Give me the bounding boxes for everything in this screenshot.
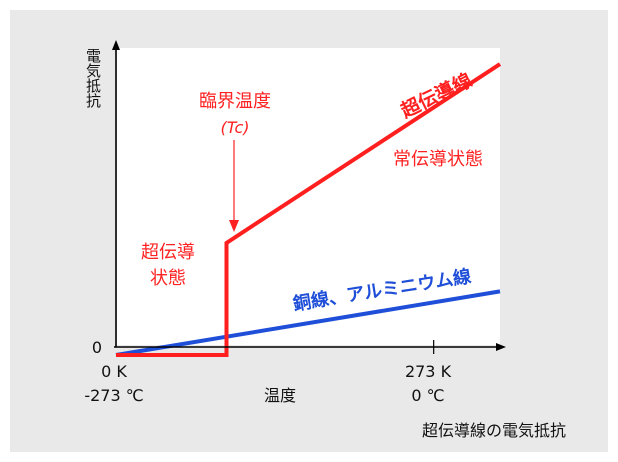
x-tick-label-0c: 0 ℃: [411, 386, 444, 405]
plot-area: [117, 48, 500, 345]
chart-frame: 電気抵抗 0 0 K -273 ℃ 273 K 0 ℃ 温度 超伝導線の電気抵抗…: [10, 10, 608, 452]
x-axis-arrow: [496, 343, 506, 351]
chart-caption: 超伝導線の電気抵抗: [422, 421, 566, 440]
critical-temp-arrow-head: [229, 220, 239, 232]
critical-temp-label: 臨界温度: [199, 91, 271, 112]
superconductor-resistance-chart: 電気抵抗 0 0 K -273 ℃ 273 K 0 ℃ 温度 超伝導線の電気抵抗…: [84, 40, 566, 440]
normal-state-label: 常伝導状態: [393, 149, 483, 170]
critical-temp-symbol: (Tc): [220, 118, 249, 137]
superconductor-series-line: [116, 62, 502, 357]
x-axis-label: 温度: [264, 386, 296, 405]
superconducting-state-label-line1: 超伝導: [141, 242, 195, 263]
copper-series-line: [115, 289, 501, 357]
x-tick-label-minus273c: -273 ℃: [84, 386, 143, 405]
y-tick-label-0: 0: [92, 338, 102, 357]
superconducting-state-label-line2: 状態: [150, 268, 186, 289]
y-axis-arrow: [112, 40, 120, 50]
y-axis-label: 電気抵抗: [84, 48, 102, 109]
x-tick-label-0k: 0 K: [101, 362, 127, 381]
x-tick-label-273k: 273 K: [405, 362, 452, 381]
